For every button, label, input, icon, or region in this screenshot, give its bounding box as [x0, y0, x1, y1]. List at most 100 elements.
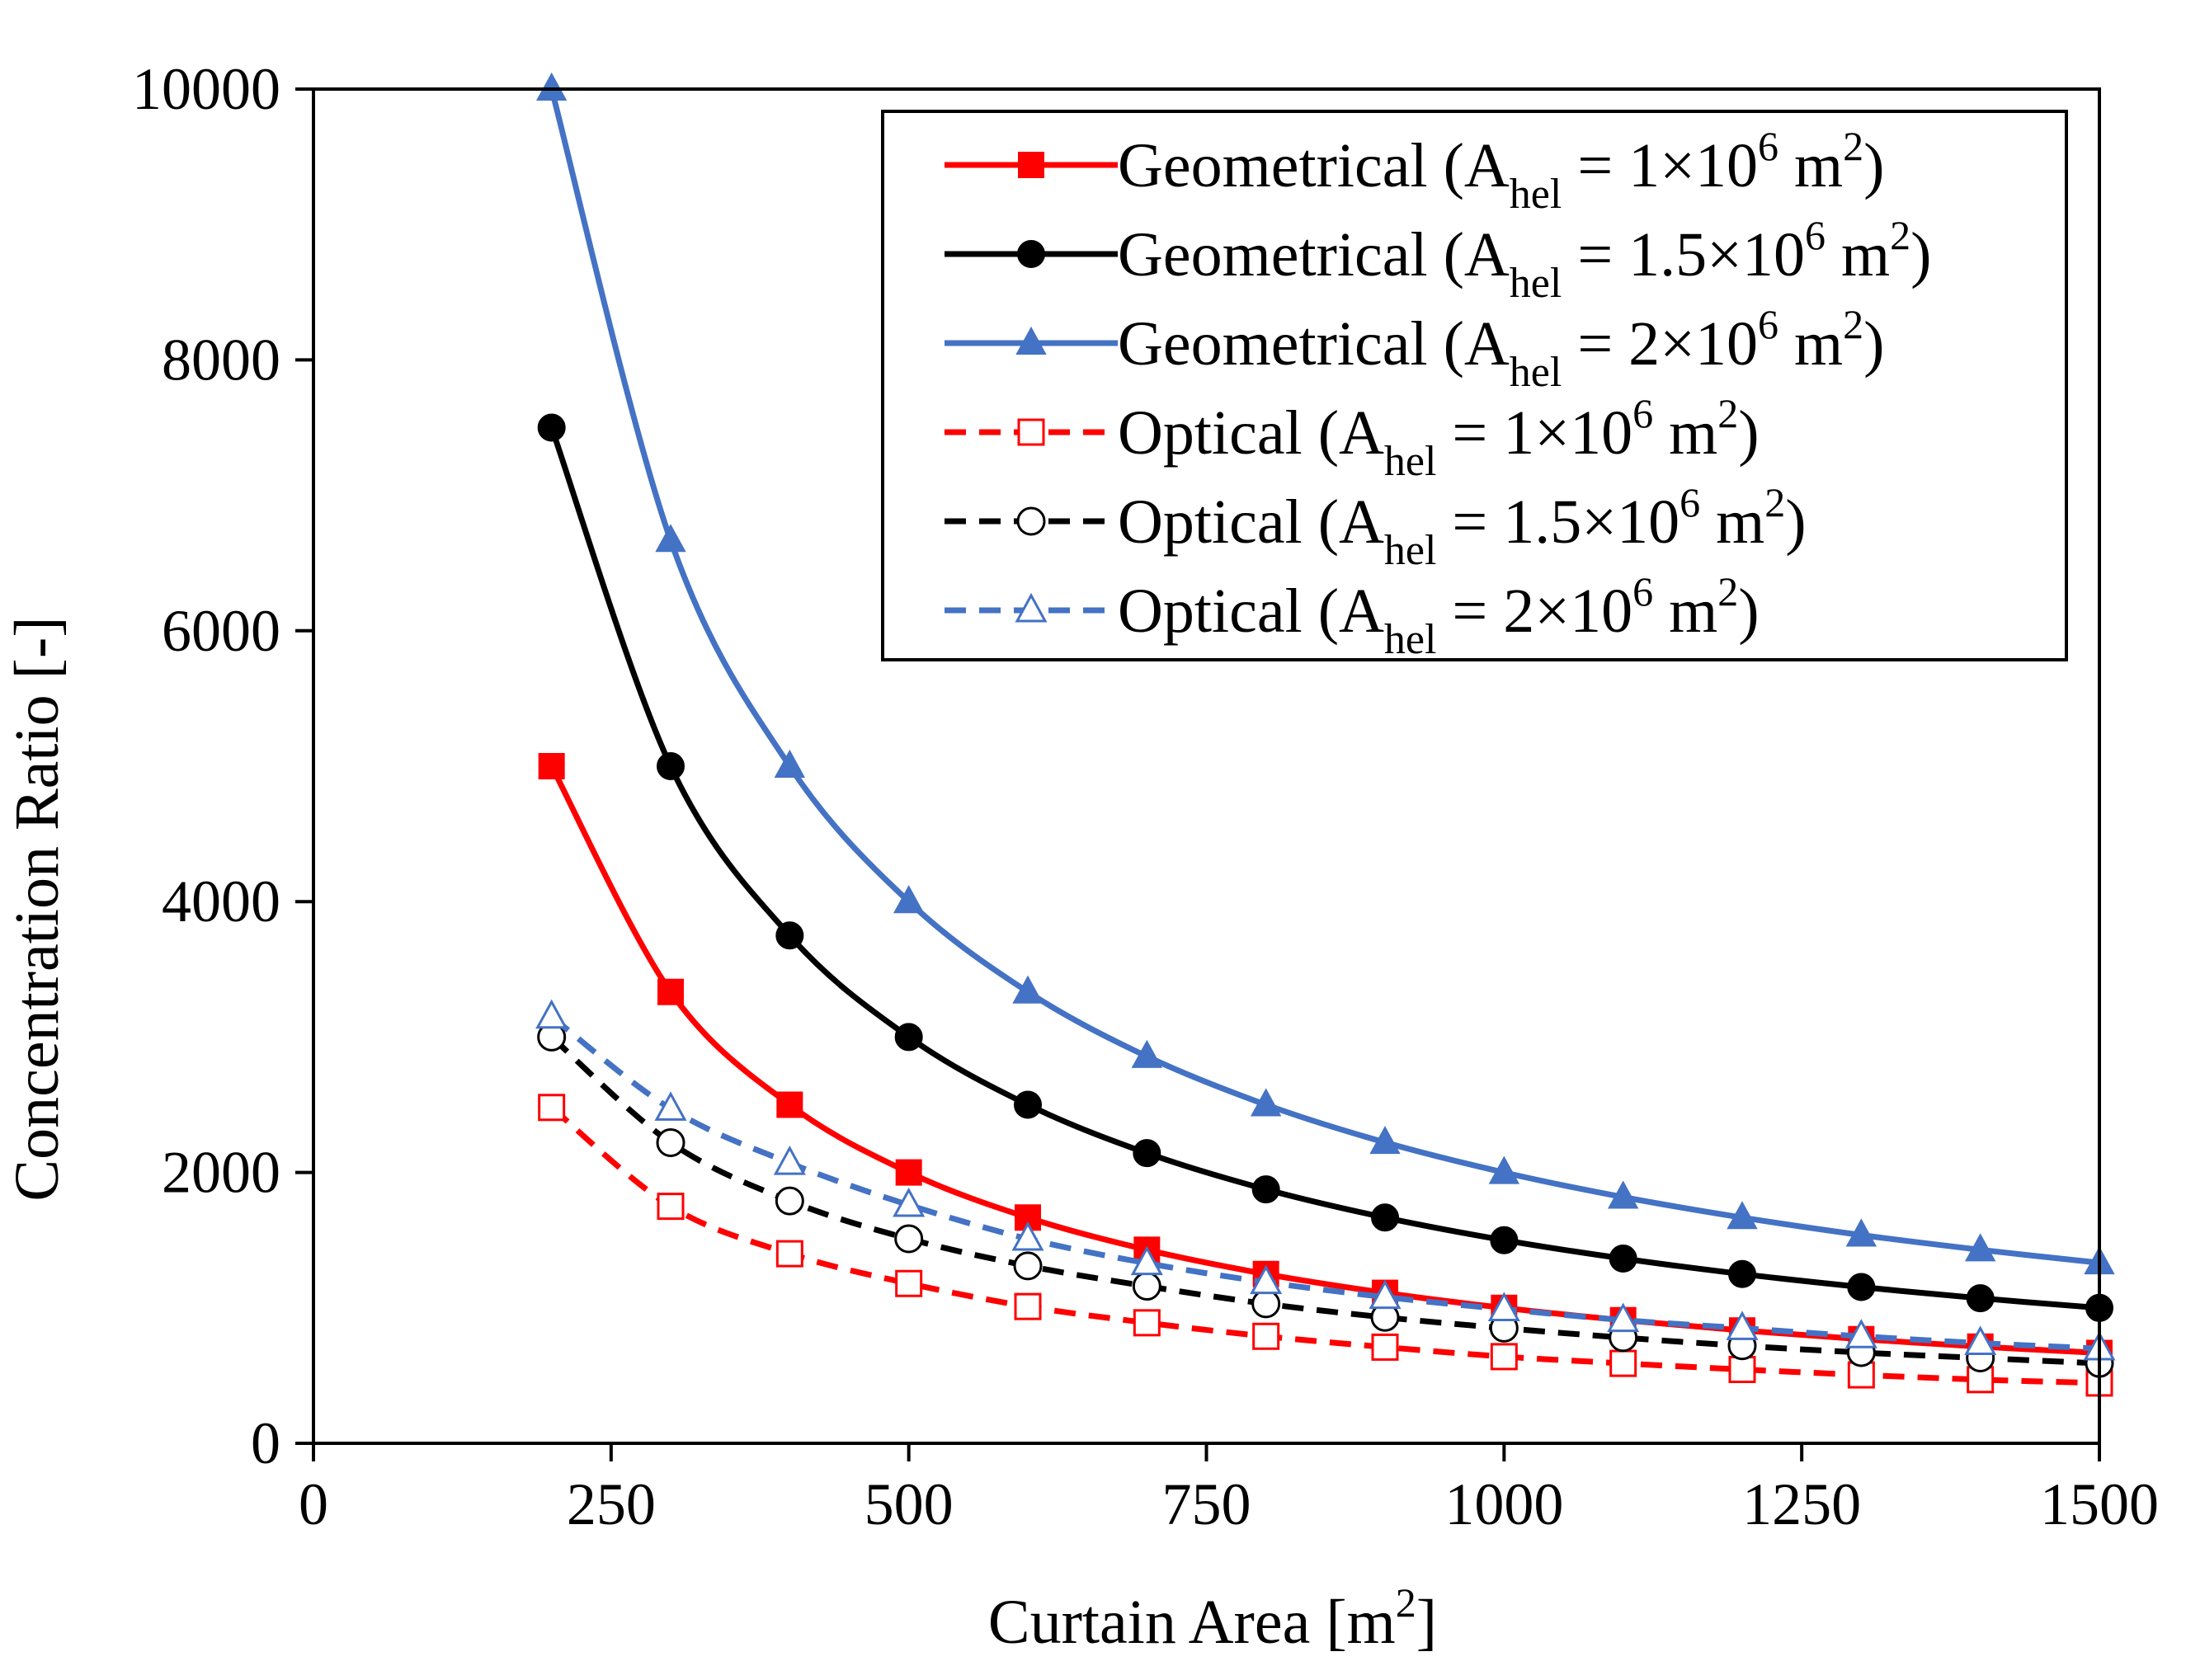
y-tick-label: 4000	[162, 868, 280, 934]
series-3-point-9	[1488, 1155, 1520, 1184]
series-3-point-2	[655, 524, 686, 553]
series-4-point-8	[1371, 1333, 1399, 1361]
x-tick-label: 1000	[1444, 1471, 1563, 1537]
legend-marker	[1018, 152, 1044, 178]
y-tick-label: 6000	[162, 598, 280, 664]
series-6-point-4	[893, 1187, 926, 1217]
series-4-point-10	[1609, 1349, 1637, 1377]
axes-layer: 0 250 500 750 1000 1250 1500 0 2000 4000 6000 8000 1…	[132, 56, 2159, 1537]
series-1-point-4	[895, 1159, 922, 1186]
series-6-point-6	[1130, 1245, 1163, 1276]
legend-entry-6: Optical (Ahel = 2×106 m2)	[945, 568, 1760, 663]
series-4-point-11	[1728, 1356, 1756, 1384]
series-3-point-13	[1964, 1233, 1996, 1262]
series-1-line	[549, 765, 2100, 1356]
series-2-point-9	[1490, 1226, 1519, 1254]
legend-marker	[1017, 418, 1045, 446]
x-axis-title-end: ]	[1416, 1588, 1437, 1657]
series-2-point-7	[1251, 1175, 1280, 1204]
legend-label: Optical (Ahel = 2×106 m2)	[1118, 568, 1760, 663]
x-tick-label: 1500	[2040, 1471, 2159, 1537]
y-tick-label: 8000	[162, 327, 280, 393]
series-5-point-5	[1013, 1251, 1043, 1281]
legend-entry-4: Optical (Ahel = 1×106 m2)	[945, 390, 1760, 485]
legend-marker	[1017, 240, 1045, 268]
series-6-point-12	[1844, 1319, 1877, 1348]
legend-label: Optical (Ahel = 1×106 m2)	[1118, 390, 1760, 485]
series-2-point-5	[1014, 1090, 1042, 1119]
x-axis-title: Curtain Area [m2]	[988, 1579, 1437, 1657]
legend-entry-5: Optical (Ahel = 1.5×106 m2)	[945, 479, 1807, 574]
legend-label: Optical (Ahel = 1.5×106 m2)	[1118, 479, 1807, 574]
series-6-point-3	[773, 1145, 806, 1175]
series-6-point-2	[654, 1091, 687, 1121]
x-tick-label: 250	[567, 1471, 656, 1537]
series-6-point-9	[1487, 1292, 1520, 1321]
y-axis-title: Concentration Ratio [-]	[2, 616, 72, 1201]
series-5-point-2	[656, 1127, 685, 1157]
series-2-point-11	[1728, 1259, 1756, 1288]
series-3-point-1	[535, 72, 568, 101]
x-tick-label: 500	[865, 1471, 954, 1537]
legend-entry-2: Geometrical (Ahel = 1.5×106 m2)	[945, 212, 1931, 307]
series-5-point-3	[775, 1186, 804, 1216]
series-3-point-10	[1607, 1180, 1639, 1209]
series-4-point-2	[657, 1193, 685, 1221]
series-6-point-1	[535, 999, 568, 1029]
series-2-point-1	[537, 413, 566, 442]
legend-entry-3: Geometrical (Ahel = 2×106 m2)	[945, 301, 1884, 396]
series-3-point-5	[1012, 975, 1044, 1004]
legend-marker	[1015, 592, 1048, 623]
series-layer	[535, 72, 2116, 1397]
series-2-point-4	[894, 1023, 923, 1052]
series-4-point-4	[895, 1269, 923, 1297]
series-4-point-9	[1490, 1343, 1518, 1371]
y-tick-label: 2000	[162, 1140, 280, 1206]
series-3	[535, 72, 2115, 1275]
series-4-point-3	[775, 1240, 803, 1268]
series-2-point-12	[1847, 1273, 1876, 1301]
series-2-point-13	[1966, 1284, 1995, 1313]
series-2-point-6	[1133, 1139, 1161, 1168]
series-5-point-7	[1251, 1289, 1281, 1319]
series-1	[538, 753, 2113, 1367]
series-6-point-8	[1369, 1279, 1402, 1310]
series-1-point-3	[776, 1091, 803, 1118]
x-tick-label: 750	[1162, 1471, 1251, 1537]
series-6-point-10	[1607, 1302, 1640, 1333]
series-3-point-6	[1131, 1039, 1163, 1068]
series-3-point-3	[774, 749, 806, 778]
series-2	[537, 413, 2113, 1322]
series-2-point-2	[657, 752, 685, 780]
legend-entry-1: Geometrical (Ahel = 1×106 m2)	[945, 123, 1884, 218]
legend-label: Geometrical (Ahel = 1.5×106 m2)	[1118, 212, 1931, 307]
legend-label: Geometrical (Ahel = 2×106 m2)	[1118, 301, 1884, 396]
series-2-point-3	[775, 921, 804, 950]
series-6-point-13	[1964, 1325, 1997, 1355]
series-4-point-1	[538, 1094, 566, 1122]
series-4-point-7	[1252, 1322, 1280, 1350]
series-6-point-11	[1726, 1311, 1759, 1340]
y-tick-label: 0	[251, 1410, 280, 1476]
series-3-point-8	[1369, 1126, 1401, 1155]
series-5-point-6	[1132, 1272, 1161, 1301]
y-tick-label: 10000	[132, 56, 280, 122]
series-6-point-7	[1250, 1264, 1283, 1295]
legend-box	[881, 110, 2068, 661]
legend-marker	[1015, 326, 1047, 355]
series-5-point-4	[894, 1224, 924, 1254]
series-2-point-10	[1609, 1245, 1637, 1273]
legend-marker	[1016, 506, 1046, 536]
series-1-point-2	[657, 978, 684, 1005]
series-4-point-5	[1014, 1292, 1042, 1320]
series-2-point-8	[1371, 1203, 1399, 1232]
series-3-point-4	[893, 885, 925, 914]
series-1-point-1	[538, 753, 565, 779]
x-axis-title-sup: 2	[1396, 1579, 1416, 1626]
series-3-point-7	[1250, 1088, 1282, 1117]
series-3-line	[549, 88, 2100, 1266]
series-5-line	[549, 1034, 2100, 1367]
x-tick-label: 0	[299, 1471, 328, 1537]
x-tick-label: 1250	[1742, 1471, 1861, 1537]
